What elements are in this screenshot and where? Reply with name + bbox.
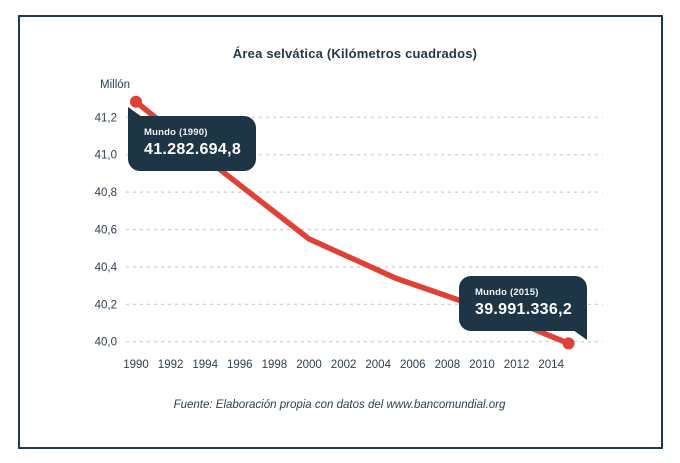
data-point-1990 [130,95,142,108]
y-axis-tick-label: 41,2 [95,112,117,124]
x-axis-tick-label: 2008 [435,359,461,371]
chart-title: Área selvática (Kilómetros cuadrados) [232,46,478,61]
tooltip-2015-tail-icon [573,330,588,340]
tooltip-1990: Mundo (1990) 41.282.694,8 [128,107,257,171]
x-axis-tick-label: 2006 [400,359,426,371]
x-axis-tick-label: 2004 [365,359,391,371]
tooltip-2015-value: 39.991.336,2 [475,301,573,318]
x-axis-tick-label: 1994 [192,359,218,371]
tooltip-2015: Mundo (2015) 39.991.336,2 [459,276,588,340]
tooltip-1990-tail-icon [128,107,142,117]
tooltip-2015-label: Mundo (2015) [475,287,539,298]
x-axis-tick-label: 1996 [227,359,253,371]
tooltip-1990-label: Mundo (1990) [144,127,208,138]
chart-frame [18,15,663,449]
x-axis-tick-label: 1990 [123,359,149,371]
x-axis-tick-label: 2014 [538,359,564,371]
y-axis-tick-label: 40,8 [95,187,117,199]
x-axis-tick-label: 1998 [262,359,288,371]
y-axis-unit-label: Millón [100,79,131,91]
x-axis-tick-label: 2010 [469,359,495,371]
x-axis-tick-label: 1992 [158,359,184,371]
data-point-2015 [562,337,575,350]
x-axis-tick-label: 2012 [504,359,530,371]
y-axis-tick-label: 40,0 [95,337,117,349]
x-axis-tick-label: 2000 [296,359,322,371]
source-note: Fuente: Elaboración propia con datos del… [173,399,506,411]
tooltip-1990-value: 41.282.694,8 [144,141,242,158]
y-axis-tick-label: 41,0 [95,150,117,162]
x-axis-tick-label: 2002 [331,359,357,371]
y-axis-tick-label: 40,2 [95,299,117,311]
y-axis-tick-label: 40,4 [95,262,118,274]
y-axis-tick-label: 40,6 [95,225,117,237]
